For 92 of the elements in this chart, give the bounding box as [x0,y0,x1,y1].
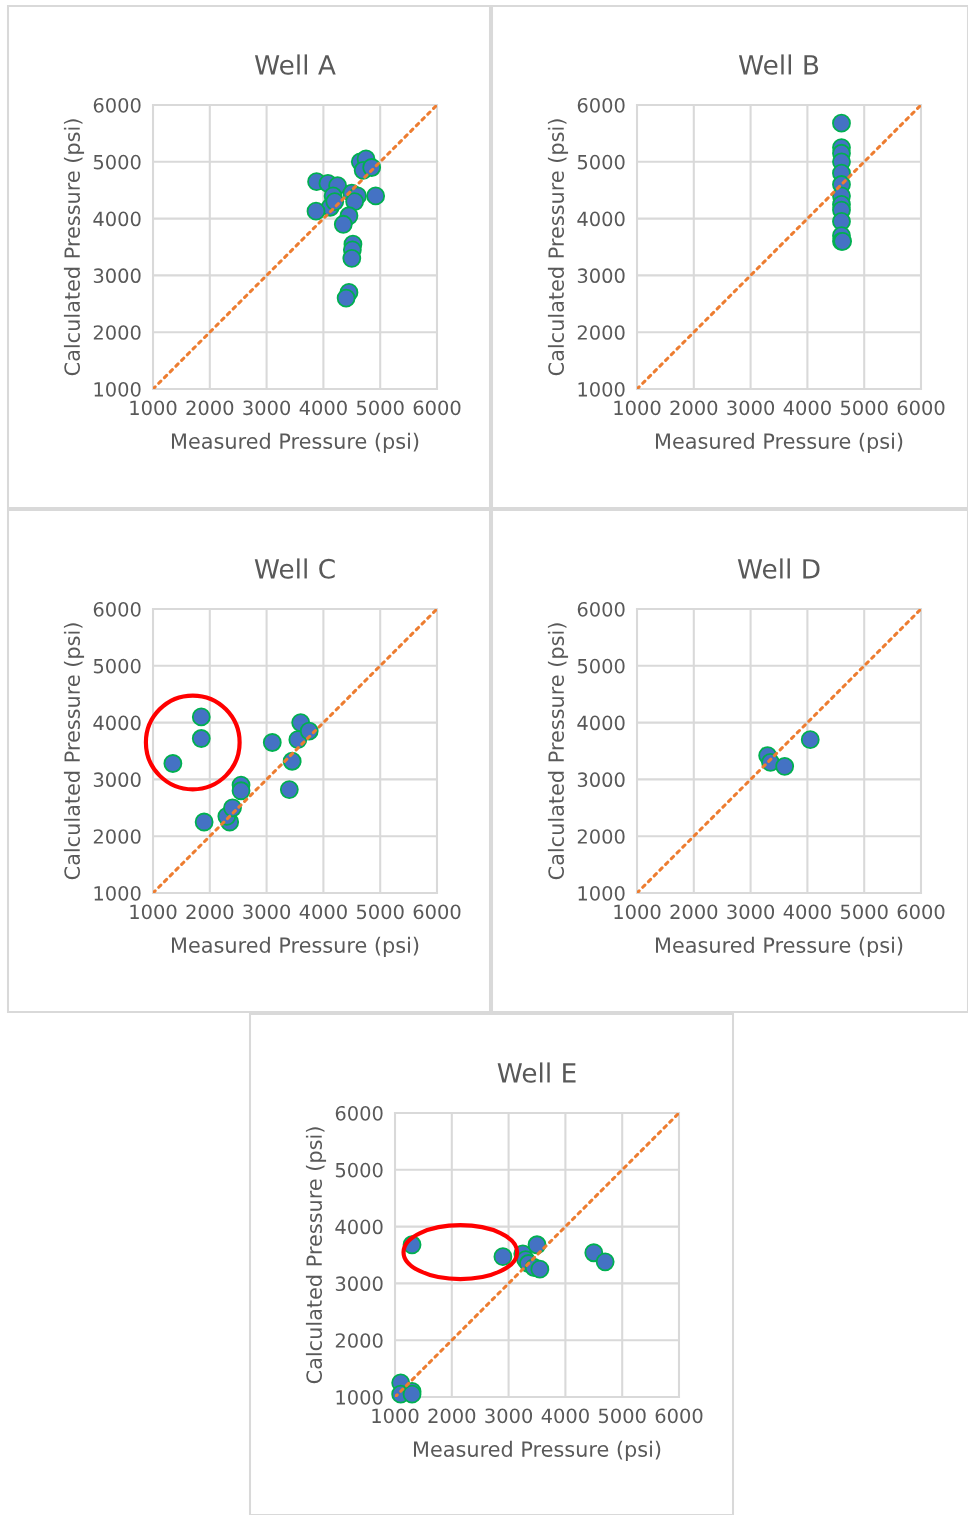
point [493,1247,513,1267]
y-tick-label: 4000 [577,211,625,227]
x-tick-label: 1000 [130,904,177,920]
x-tick-label: 1000 [614,904,661,920]
y-tick-label: 6000 [93,97,141,113]
y-tick-label: 3000 [335,1276,383,1292]
x-tick-label: 3000 [243,904,291,920]
point [163,754,183,773]
y-tick-label: 5000 [335,1162,383,1178]
chart-title: Well D [737,558,820,579]
y-tick-label: 6000 [335,1105,383,1121]
point [342,248,362,268]
x-tick-label: 5000 [840,400,888,416]
y-tick-label: 1000 [578,381,625,397]
y-axis-title: Calculated Pressure (psi) [63,623,85,880]
chart-title: Well C [254,558,335,579]
point [191,707,211,727]
x-axis-title: Measured Pressure (psi) [172,432,419,453]
y-tick-label: 3000 [93,772,141,788]
point [191,729,211,748]
x-tick-label: 4000 [299,400,347,416]
y-tick-label: 5000 [577,154,625,170]
point [530,1259,550,1279]
y-tick-label: 6000 [93,601,141,617]
x-tick-label: 4000 [299,904,347,920]
point [306,201,326,221]
x-tick-label: 6000 [897,904,945,920]
x-tick-label: 3000 [243,400,291,416]
x-tick-label: 5000 [356,400,404,416]
y-axis-title: Calculated Pressure (psi) [547,623,569,880]
x-tick-label: 4000 [783,400,831,416]
x-tick-label: 3000 [727,904,775,920]
x-tick-label: 6000 [413,400,461,416]
x-tick-label: 6000 [413,904,461,920]
y-tick-label: 4000 [93,211,141,227]
y-tick-label: 5000 [577,658,625,674]
y-tick-label: 3000 [577,268,625,284]
point [279,780,299,800]
x-tick-label: 5000 [840,904,888,920]
y-tick-label: 2000 [577,829,625,844]
x-tick-label: 6000 [897,400,945,416]
y-tick-label: 4000 [577,715,625,731]
x-tick-label: 4000 [541,1408,589,1424]
point [800,730,820,750]
x-tick-label: 6000 [655,1408,703,1424]
y-tick-label: 3000 [93,268,141,284]
x-tick-label: 4000 [783,904,831,920]
x-tick-label: 1000 [372,1408,419,1424]
x-tick-label: 2000 [186,904,234,920]
y-tick-label: 4000 [335,1219,383,1235]
x-tick-label: 2000 [428,1408,476,1424]
y-tick-label: 6000 [577,601,625,617]
y-tick-label: 5000 [93,154,141,170]
point [366,186,386,206]
y-tick-label: 6000 [577,97,625,113]
y-tick-label: 3000 [577,772,625,788]
point [336,288,356,308]
y-axis-title: Calculated Pressure (psi) [547,119,569,376]
x-axis-title: Measured Pressure (psi) [414,1440,661,1461]
chart-title: Well B [738,54,819,75]
chart-title: Well A [254,54,336,75]
x-tick-label: 3000 [727,400,775,416]
point [231,781,251,801]
x-tick-label: 5000 [598,1408,646,1424]
point [595,1252,615,1272]
point [194,812,214,832]
chart-title: Well E [497,1062,576,1083]
y-tick-label: 2000 [335,1333,383,1348]
x-axis-title: Measured Pressure (psi) [656,936,903,957]
x-tick-label: 2000 [670,400,718,416]
point [262,733,282,752]
point [333,214,353,234]
y-tick-label: 2000 [93,829,141,844]
y-tick-label: 1000 [94,381,141,397]
x-axis-title: Measured Pressure (psi) [172,936,419,957]
y-tick-label: 2000 [577,325,625,340]
y-tick-label: 2000 [93,325,141,340]
y-tick-label: 1000 [94,885,141,901]
x-tick-label: 2000 [670,904,718,920]
y-tick-label: 1000 [578,885,625,901]
y-tick-label: 4000 [93,715,141,731]
y-axis-title: Calculated Pressure (psi) [63,119,85,376]
x-axis-title: Measured Pressure (psi) [656,432,903,453]
y-axis-title: Calculated Pressure (psi) [305,1127,327,1384]
point [775,756,795,776]
x-tick-label: 2000 [186,400,234,416]
x-tick-label: 1000 [614,400,661,416]
y-tick-label: 1000 [336,1389,383,1405]
x-tick-label: 3000 [485,1408,533,1424]
x-tick-label: 5000 [356,904,404,920]
y-tick-label: 5000 [93,658,141,674]
x-tick-label: 1000 [130,400,177,416]
